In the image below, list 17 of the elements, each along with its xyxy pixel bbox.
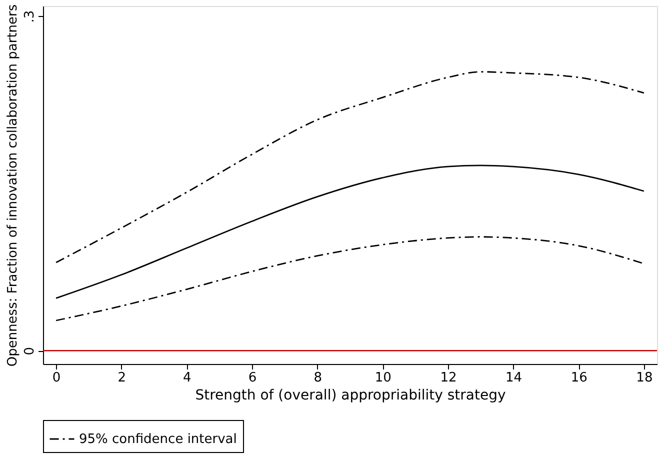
y-tick-label: .3	[22, 10, 38, 23]
line-series	[55, 236, 645, 322]
x-tick-label: 14	[506, 370, 522, 386]
x-tick-label: 6	[248, 370, 257, 386]
x-tick-label: 12	[440, 370, 457, 386]
x-tick-label: 2	[118, 370, 126, 386]
x-tick-label: 16	[570, 370, 588, 386]
line-series	[55, 164, 645, 299]
x-axis-title: Strength of (overall) appropriability strategy	[195, 388, 506, 404]
x-tick-label: 0	[52, 370, 61, 386]
line-series	[55, 71, 645, 264]
x-tick-label: 4	[183, 370, 192, 386]
legend-label: 95% confidence interval	[79, 432, 237, 447]
x-tick-label: 18	[636, 370, 653, 386]
x-tick-label: 8	[314, 370, 322, 386]
y-axis-title: Openness: Fraction of innovation collaboration partners	[6, 4, 20, 367]
x-tick-label: 10	[374, 370, 392, 386]
